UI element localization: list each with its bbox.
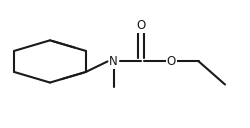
Text: O: O	[136, 19, 146, 32]
Text: O: O	[166, 55, 176, 68]
Text: N: N	[110, 55, 118, 68]
